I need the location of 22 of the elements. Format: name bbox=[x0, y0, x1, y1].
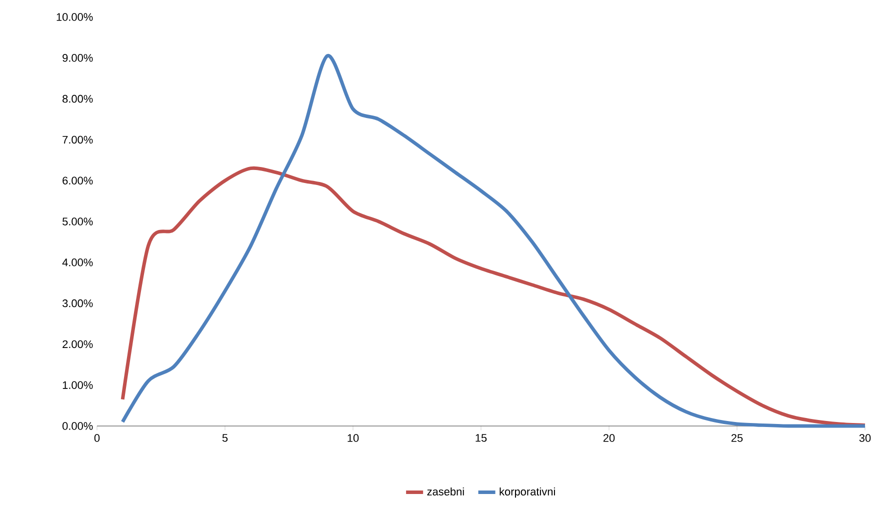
y-tick-label: 10.00% bbox=[56, 13, 93, 21]
x-tick-label: 20 bbox=[603, 434, 615, 442]
y-tick-label: 0.00% bbox=[62, 422, 93, 430]
legend-label: korporativni bbox=[500, 487, 555, 498]
legend-label: zasebni bbox=[427, 487, 464, 496]
x-tick-label: 5 bbox=[222, 434, 228, 442]
line-series bbox=[120, 166, 867, 427]
y-tick-label: 1.00% bbox=[62, 381, 93, 389]
y-tick-label: 6.00% bbox=[62, 176, 93, 184]
x-tick-label: 0 bbox=[94, 434, 100, 442]
x-tick-label: 10 bbox=[348, 434, 359, 442]
x-tick-label: 25 bbox=[731, 434, 743, 442]
line-series bbox=[120, 54, 867, 428]
y-tick-label: 9.00% bbox=[62, 54, 93, 62]
y-tick-label: 7.00% bbox=[62, 136, 93, 144]
y-tick-label: 8.00% bbox=[62, 94, 93, 103]
x-tick-label: 15 bbox=[476, 434, 487, 442]
x-tick-label: 30 bbox=[859, 434, 871, 442]
y-tick-label: 4.00% bbox=[62, 258, 93, 266]
y-tick-label: 5.00% bbox=[62, 218, 93, 226]
y-tick-label: 2.00% bbox=[62, 340, 93, 348]
y-tick-label: 3.00% bbox=[62, 299, 93, 308]
